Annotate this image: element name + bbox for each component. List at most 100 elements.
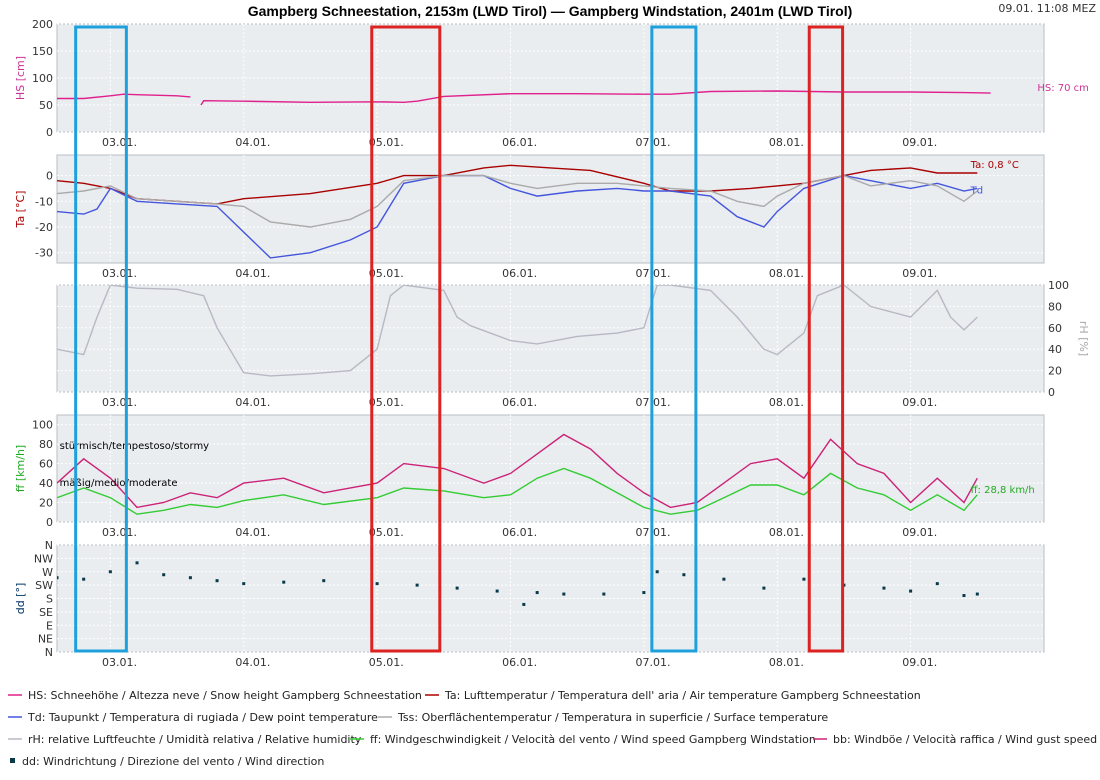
data-point-dd [975, 592, 979, 596]
y-tick-label: S [46, 593, 53, 606]
highlight-box [370, 25, 442, 653]
data-point-dd [415, 583, 419, 587]
panel-dd: 03.01. 04.01. 05.01. 06.01. 07.01. 08.01. 09.0… [14, 539, 1045, 669]
series-group [57, 561, 979, 606]
legend-label: dd: Windrichtung / Direzione del vento /… [22, 755, 324, 768]
x-tick-label: 09.01. [902, 267, 937, 280]
legend-label: bb: Windböe / Velocità raffica / Wind gu… [833, 733, 1097, 746]
annotation: HS: 70 cm [1037, 83, 1089, 94]
series-line-HS [200, 90, 991, 106]
x-tick-label: 04.01. [235, 526, 270, 539]
x-tick-label: 08.01. [769, 526, 804, 539]
y-tick-label: -10 [35, 195, 53, 208]
data-point-dd [215, 579, 219, 583]
panel-ta: 03.01. 04.01. 05.01. 06.01. 07.01. 08.01. 09.0… [14, 154, 1045, 280]
series-line-ff [57, 467, 978, 515]
x-tick-label: 06.01. [502, 526, 537, 539]
x-tick-label: 03.01. [102, 396, 137, 409]
y-tick-label: N [45, 646, 53, 659]
x-tick-label: 04.01. [235, 396, 270, 409]
series-group [57, 90, 991, 106]
panel-ff: 03.01. 04.01. 05.01. 06.01. 07.01. 08.01. 09.0… [14, 414, 1045, 539]
x-tick-label: 07.01. [636, 656, 671, 669]
highlight-box [74, 25, 128, 653]
y-tick-label: -30 [35, 247, 53, 260]
data-point-dd [962, 594, 966, 598]
x-tick-label: 06.01. [502, 396, 537, 409]
annotation: mäßig/medio/moderate [60, 478, 178, 489]
data-point-dd [82, 577, 86, 581]
y-tick-label: -20 [35, 221, 53, 234]
y-tick-label: 40 [1048, 343, 1062, 356]
y-tick-label: SE [39, 606, 53, 619]
y-tick-label: 0 [46, 126, 53, 139]
timestamp: 09.01. 11:08 MEZ [998, 2, 1096, 15]
y-tick-label: 0 [46, 516, 53, 529]
data-point-dd [135, 561, 139, 565]
data-point-dd [188, 576, 192, 580]
annotation: stürmisch/tempestoso/stormy [60, 441, 210, 452]
x-tick-label: 08.01. [769, 396, 804, 409]
data-point-dd [642, 591, 646, 595]
x-tick-label: 04.01. [235, 136, 270, 149]
x-tick-label: 06.01. [502, 267, 537, 280]
data-point-dd [162, 573, 166, 577]
data-point-dd [455, 586, 459, 590]
series-group [57, 285, 978, 377]
y-axis-label: dd [°] [14, 583, 27, 615]
data-point-dd [375, 582, 379, 586]
x-tick-label: 05.01. [369, 136, 404, 149]
y-axis-label: HS [cm] [14, 56, 27, 100]
legend-label: Ta: Lufttemperatur / Temperatura dell' a… [444, 689, 921, 702]
legend-label: ff: Windgeschwindigkeit / Velocità del v… [370, 733, 816, 746]
y-tick-label: N [45, 539, 53, 552]
y-tick-label: 150 [32, 45, 53, 58]
series-group [57, 433, 978, 515]
y-tick-label: 100 [32, 419, 53, 432]
data-point-dd [535, 591, 539, 595]
panel-rh: 03.01. 04.01. 05.01. 06.01. 07.01. 08.01. 09.0… [56, 279, 1090, 409]
annotation: Td [970, 186, 983, 197]
legend: HS: Schneehöhe / Altezza neve / Snow hei… [8, 689, 1097, 768]
data-point-dd [682, 573, 686, 577]
highlight-boxes [74, 25, 845, 653]
panel-hs: 03.01. 04.01. 05.01. 06.01. 07.01. 08.01. 09.0… [14, 18, 1089, 149]
data-point-dd [935, 582, 939, 586]
x-tick-label: 05.01. [369, 656, 404, 669]
data-point-dd [802, 577, 806, 581]
highlight-box [807, 25, 845, 653]
x-tick-label: 05.01. [369, 396, 404, 409]
chart-title: Gampberg Schneestation, 2153m (LWD Tirol… [248, 3, 853, 19]
panel-background [56, 284, 1045, 393]
x-tick-label: 04.01. [235, 656, 270, 669]
y-tick-label: 20 [39, 497, 53, 510]
x-tick-label: 08.01. [769, 656, 804, 669]
legend-label: HS: Schneehöhe / Altezza neve / Snow hei… [28, 689, 422, 702]
annotation: ff: 28,8 km/h [971, 485, 1035, 496]
y-tick-label: 80 [1048, 300, 1062, 313]
y-tick-label: 0 [1048, 386, 1055, 399]
x-tick-label: 09.01. [902, 526, 937, 539]
x-tick-label: 09.01. [902, 136, 937, 149]
y-tick-label: 40 [39, 477, 53, 490]
data-point-dd [495, 589, 499, 593]
y-tick-label: 60 [39, 458, 53, 471]
y-tick-label: 80 [39, 438, 53, 451]
y-tick-label: SW [35, 579, 53, 592]
y-tick-label: W [42, 566, 53, 579]
data-point-dd [655, 570, 659, 574]
y-tick-label: 100 [32, 72, 53, 85]
x-tick-label: 05.01. [369, 267, 404, 280]
y-axis-label: ff [km/h] [14, 445, 27, 492]
legend-label: Td: Taupunkt / Temperatura di rugiada / … [27, 711, 378, 724]
x-tick-label: 08.01. [769, 136, 804, 149]
data-point-dd [722, 577, 726, 581]
y-axis-label: rH [%] [1077, 321, 1090, 356]
x-tick-label: 03.01. [102, 136, 137, 149]
data-point-dd [909, 589, 913, 593]
data-point-dd [108, 570, 112, 574]
series-line-HS [57, 93, 191, 100]
x-tick-label: 04.01. [235, 267, 270, 280]
x-tick-label: 09.01. [902, 396, 937, 409]
x-tick-label: 09.01. [902, 656, 937, 669]
